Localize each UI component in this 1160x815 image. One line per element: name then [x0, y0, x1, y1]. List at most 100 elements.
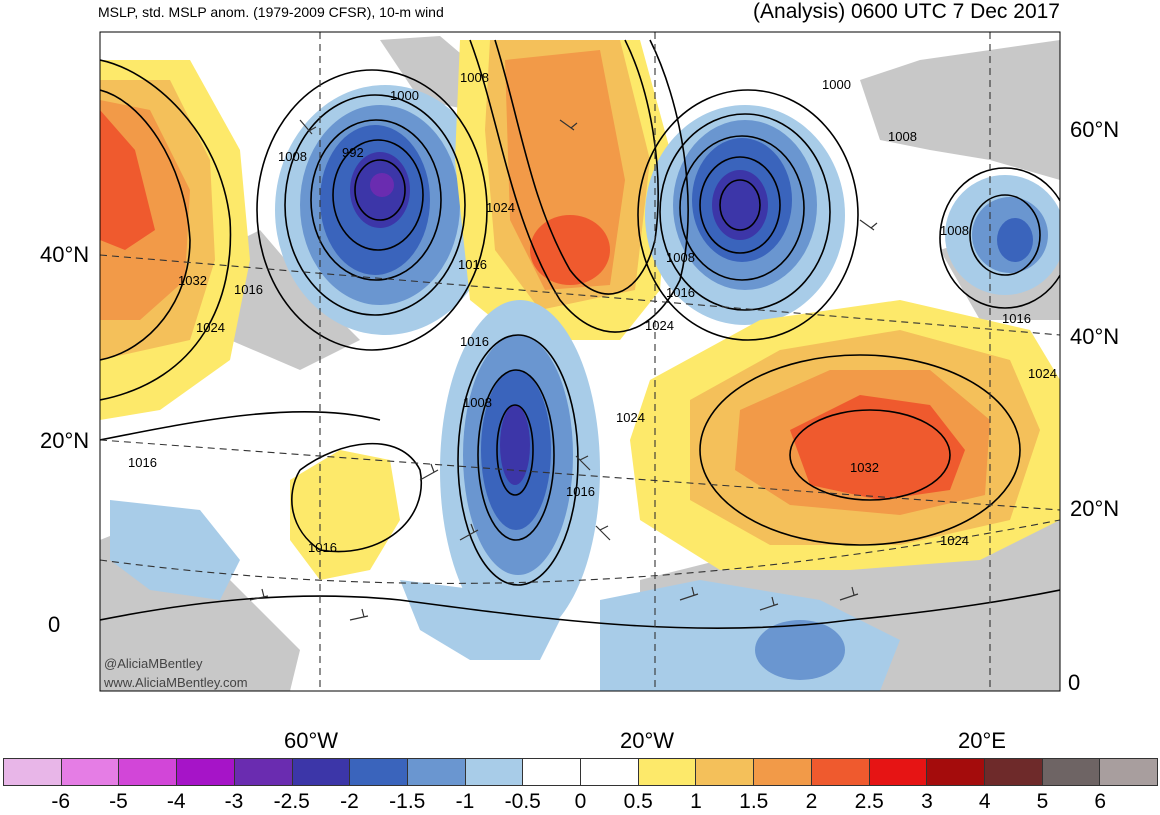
- colorbar-swatch: [465, 759, 524, 785]
- isobar-label: 1008: [888, 129, 917, 144]
- isobar-label: 1024: [1028, 366, 1057, 381]
- map-subtitle: MSLP, std. MSLP anom. (1979-2009 CFSR), …: [98, 4, 444, 20]
- isobar-label: 1016: [1002, 311, 1031, 326]
- land-greenland: [380, 36, 480, 110]
- isobar: [679, 135, 805, 281]
- wind-barb: [839, 586, 859, 601]
- isobar: [969, 194, 1041, 276]
- map-field: 1008 1000 992 1008 1024 1016 1032 1016 1…: [100, 32, 1060, 691]
- wind-barb: [859, 219, 878, 231]
- isobar-label: 1016: [458, 257, 487, 272]
- isobar-label: 1016: [234, 282, 263, 297]
- land-northern-europe: [860, 40, 1060, 180]
- graticule: [100, 32, 1060, 691]
- anomaly-east-low-core: [997, 218, 1033, 262]
- parallel-20n: [100, 439, 1060, 511]
- wind-barbs: [249, 119, 878, 621]
- isobar-label: 1032: [850, 460, 879, 475]
- colorbar-tick-label: -1: [455, 790, 475, 813]
- credit-website: www.AliciaMBentley.com: [104, 675, 248, 690]
- colorbar-swatch: [350, 759, 408, 785]
- map-frame: [99, 31, 1061, 692]
- colorbar-swatch: [984, 759, 1043, 785]
- lat-label-left: 0: [48, 612, 61, 637]
- credits: @AliciaMBentley www.AliciaMBentley.com: [104, 654, 248, 692]
- isobar-label: 1016: [128, 455, 157, 470]
- isobar-label: 1024: [196, 320, 225, 335]
- anomaly-nw-low-core: [370, 173, 394, 197]
- lat-label-left: 20°N: [40, 428, 90, 453]
- colorbar-tick-label: -2: [340, 790, 359, 813]
- lat-label-right: 40°N: [1070, 324, 1120, 349]
- colorbar-swatch: [1100, 759, 1158, 785]
- isobar: [354, 159, 406, 221]
- map-title: (Analysis) 0600 UTC 7 Dec 2017: [753, 0, 1060, 23]
- colorbar-tick-label: 6: [1094, 790, 1107, 813]
- wind-barb: [575, 455, 591, 471]
- isobar-label: 992: [342, 145, 364, 160]
- parallel-10n: [100, 519, 1060, 584]
- isobar-label: 1016: [308, 540, 337, 555]
- colorbar-swatch: [1042, 759, 1101, 785]
- colorbar-swatch: [119, 759, 178, 785]
- isobar: [496, 404, 534, 496]
- isobar-label: 1016: [460, 334, 489, 349]
- isobar: [100, 589, 1060, 630]
- isobar-label: 1008: [666, 250, 695, 265]
- isobar: [699, 156, 781, 254]
- isobar: [939, 167, 1060, 309]
- lon-label: 20°E: [958, 728, 1006, 753]
- colorbar-tick-label: 5: [1036, 790, 1049, 813]
- isobar: [291, 442, 423, 553]
- wind-barb: [459, 523, 479, 541]
- colorbar-tick-label: -5: [109, 790, 128, 813]
- anomaly-caribbean-negative: [110, 500, 240, 600]
- isobar-label: 1016: [666, 285, 695, 300]
- wind-barb: [759, 596, 779, 611]
- anomaly-mid-low-core: [500, 405, 530, 485]
- isobar: [719, 179, 761, 231]
- anomaly-africa-negative-2: [755, 620, 845, 680]
- parallel-40n: [100, 254, 1060, 336]
- isobar: [494, 39, 659, 295]
- colorbar-swatch: [811, 759, 870, 785]
- isobar: [100, 89, 191, 361]
- isobar-label: 1008: [940, 223, 969, 238]
- anomaly-west-positive-4: [100, 110, 155, 250]
- colorbar-tick-label: 2: [805, 790, 818, 813]
- isobars: [100, 39, 1060, 630]
- isobar: [477, 369, 555, 541]
- colorbar-tick-label: -6: [51, 790, 71, 813]
- wind-barb: [595, 525, 611, 541]
- isobar: [699, 354, 1021, 546]
- isobar: [659, 113, 831, 311]
- wind-barb: [249, 588, 269, 601]
- isobar-label: 1008: [278, 149, 307, 164]
- lat-label-left: 40°N: [40, 242, 90, 267]
- isobar: [789, 409, 951, 501]
- isobar: [469, 39, 689, 333]
- lat-label-right: 20°N: [1070, 496, 1120, 521]
- isobar-label: 1024: [486, 200, 515, 215]
- wind-barb: [679, 586, 699, 601]
- colorbar-swatch: [754, 759, 812, 785]
- isobar-label: 1032: [178, 273, 207, 288]
- colorbar-swatch: [869, 759, 928, 785]
- isobar: [332, 139, 424, 251]
- colorbar-tick-label: 0: [574, 790, 587, 813]
- isobar: [100, 59, 232, 401]
- isobar-label: 1016: [566, 484, 595, 499]
- colorbar-tick-label: 3: [921, 790, 933, 813]
- isobar: [457, 334, 579, 586]
- colorbar-tick-label: 1: [690, 790, 702, 813]
- isobar-label: 1000: [390, 88, 419, 103]
- colorbar-tick-label: -0.5: [504, 790, 541, 813]
- isobar-label: 1008: [460, 70, 489, 85]
- colorbar-tick-label: 4: [978, 790, 991, 813]
- colorbar-tick-label: -3: [224, 790, 244, 813]
- isobar-label: 1000: [822, 77, 851, 92]
- lat-label-right: 60°N: [1070, 117, 1120, 142]
- isobar-label: 1024: [940, 533, 969, 548]
- isobar: [256, 69, 488, 351]
- colorbar-tick-label: 1.5: [739, 790, 769, 813]
